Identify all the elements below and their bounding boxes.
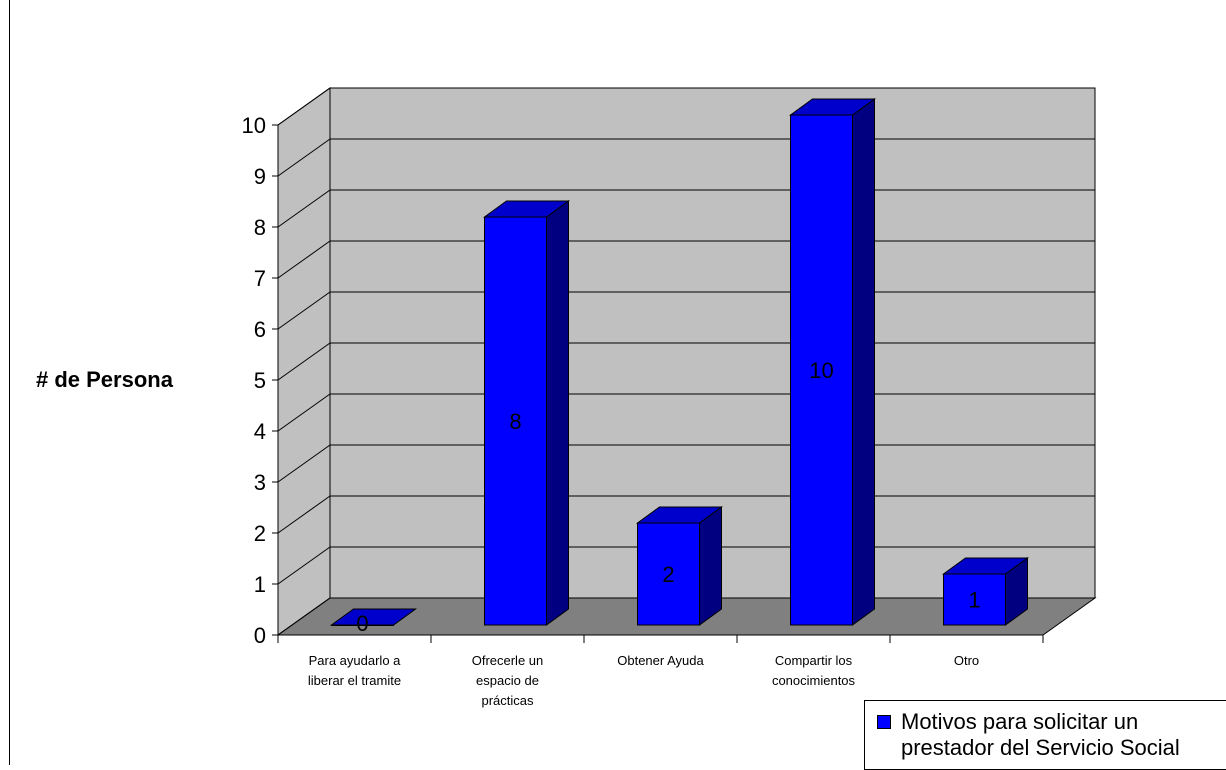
y-tick-label: 0 xyxy=(254,623,266,648)
gridline-side xyxy=(277,342,331,381)
bar xyxy=(943,573,1006,626)
x-tick-label: liberar el tramite xyxy=(308,673,401,688)
bar-side xyxy=(852,98,875,626)
y-tick-label: 6 xyxy=(254,317,266,342)
gridline-side xyxy=(277,597,331,636)
gridline-side xyxy=(277,291,331,330)
x-tick-label: prácticas xyxy=(481,693,534,708)
data-label: 0 xyxy=(356,611,368,636)
bar-top xyxy=(482,200,571,218)
data-label: 10 xyxy=(809,358,833,383)
gridline-side xyxy=(277,189,331,228)
x-tick-label: espacio de xyxy=(476,673,539,688)
gridline-side xyxy=(277,495,331,534)
y-tick-label: 3 xyxy=(254,470,266,495)
bar-top xyxy=(329,608,418,626)
y-tick-label: 7 xyxy=(254,266,266,291)
x-tick-label: Ofrecerle un xyxy=(472,653,544,668)
bar-top xyxy=(788,98,877,116)
gridline-side xyxy=(277,240,331,279)
bar-side xyxy=(699,506,722,626)
gridline-side xyxy=(277,87,331,126)
legend-series-name: Motivos para solicitar un prestador del … xyxy=(901,709,1180,760)
legend-swatch xyxy=(877,715,891,729)
data-label: 1 xyxy=(968,588,980,613)
y-tick-label: 8 xyxy=(254,215,266,240)
bar xyxy=(484,216,547,626)
gridline-side xyxy=(277,444,331,483)
x-tick-label: Para ayudarlo a xyxy=(309,653,402,668)
bar xyxy=(637,522,700,626)
x-tick-label: Obtener Ayuda xyxy=(617,653,704,668)
x-tick-label: Otro xyxy=(954,653,979,668)
y-tick-label: 1 xyxy=(254,572,266,597)
gridline-side xyxy=(277,393,331,432)
gridline-side xyxy=(277,138,331,177)
legend: Motivos para solicitar un prestador del … xyxy=(864,700,1226,770)
y-tick-label: 9 xyxy=(254,164,266,189)
y-tick-label: 4 xyxy=(254,419,266,444)
y-tick-label: 10 xyxy=(242,113,266,138)
data-label: 8 xyxy=(509,409,521,434)
left-border-line xyxy=(9,0,10,765)
data-label: 2 xyxy=(662,562,674,587)
x-tick-label: Compartir los xyxy=(775,653,853,668)
y-axis-label: # de Persona xyxy=(36,367,173,392)
y-tick-label: 5 xyxy=(254,368,266,393)
bar-top xyxy=(635,506,724,524)
x-tick-label: conocimientos xyxy=(772,673,856,688)
gridline-side xyxy=(277,546,331,585)
y-tick-label: 2 xyxy=(254,521,266,546)
bar-top xyxy=(941,557,1030,575)
bar-side xyxy=(546,200,569,626)
